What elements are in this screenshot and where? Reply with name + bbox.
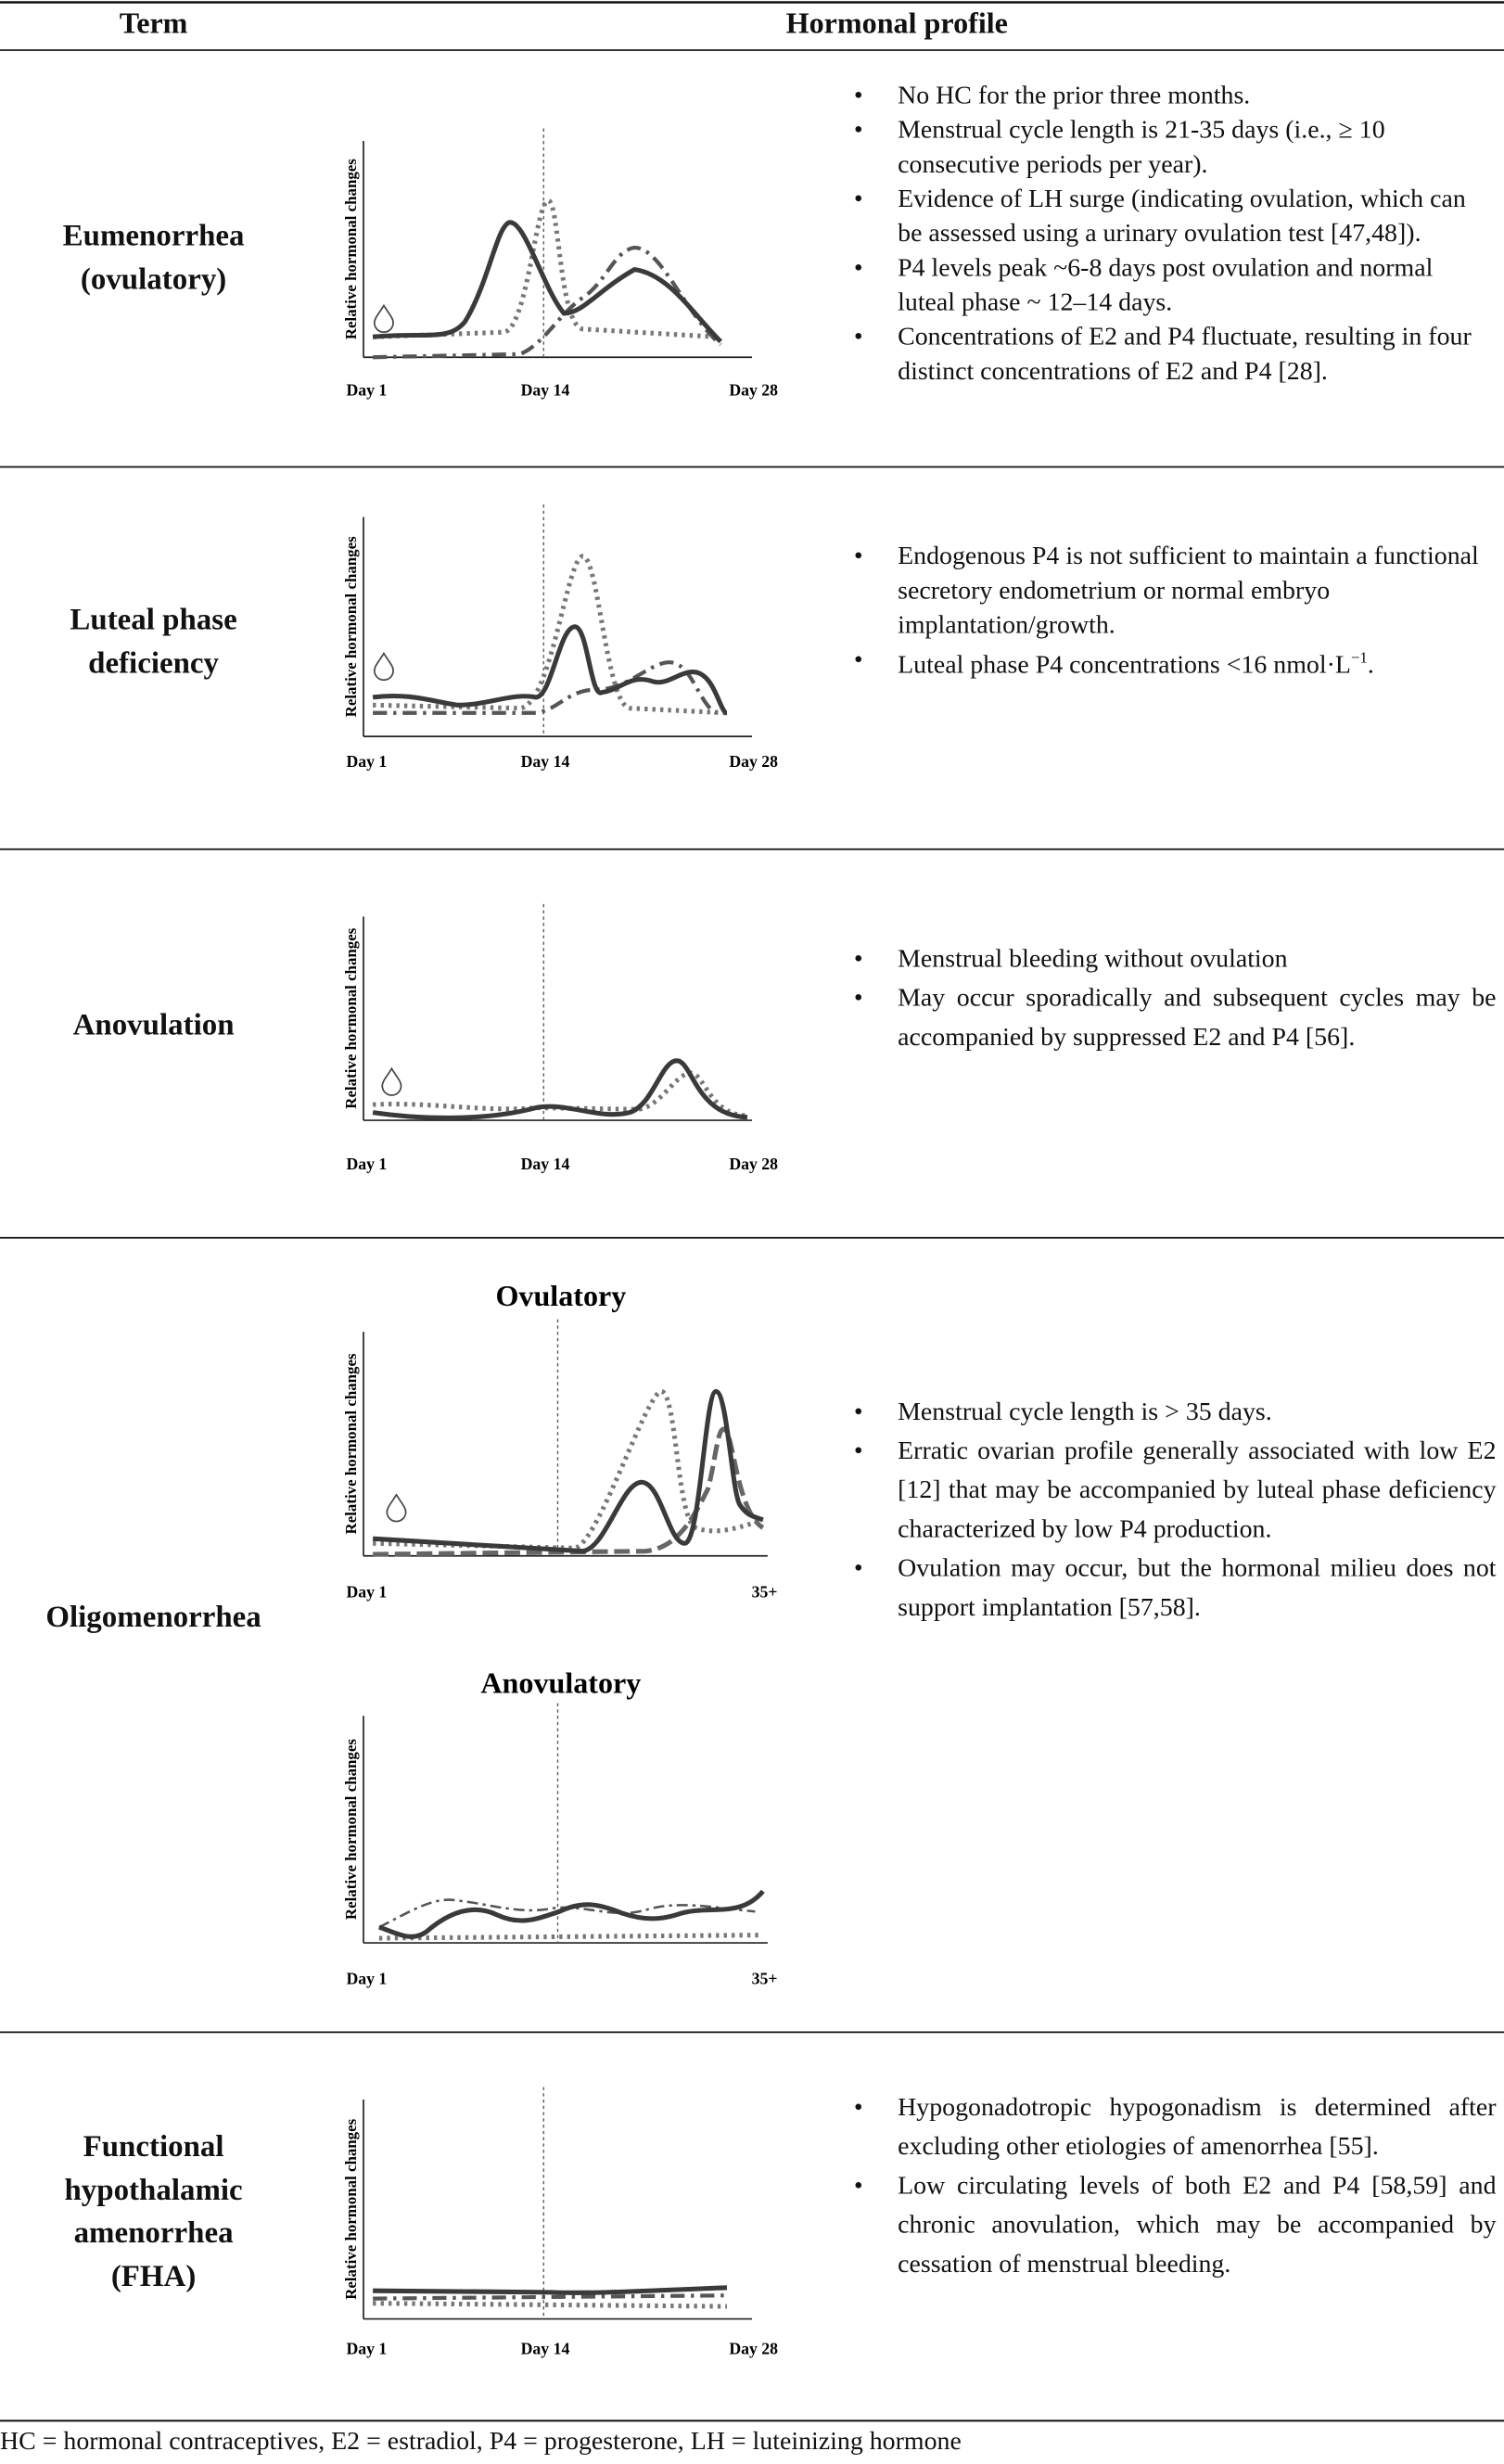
y-axis-label: Relative hormonal changes — [342, 1739, 360, 1920]
term-cell: Luteal phase deficiency — [0, 599, 307, 685]
term-line: deficiency — [88, 646, 220, 681]
hormone-curve — [373, 554, 728, 716]
bullet-item: Menstrual cycle length is > 35 days. — [854, 1391, 1497, 1430]
term-line: Anovulation — [72, 1009, 235, 1042]
hormone-curve — [372, 624, 729, 716]
x-tick-label: Day 1 — [346, 1582, 387, 1601]
x-tick-label: Day 28 — [729, 752, 778, 771]
term-line: Eumenorrhea — [62, 220, 245, 253]
term-line: Luteal phase — [70, 604, 237, 637]
x-tick-label: Day 1 — [346, 1970, 387, 1988]
hormone-curve — [373, 2293, 727, 2301]
hormone-curve — [373, 198, 717, 339]
y-axis-label: Relative hormonal changes — [342, 1353, 360, 1534]
x-tick-label: Day 1 — [346, 752, 387, 771]
y-axis-label: Relative hormonal changes — [342, 159, 360, 339]
x-tick-label: Day 28 — [729, 380, 778, 399]
drop-icon — [381, 1066, 402, 1096]
bullet-item: Luteal phase P4 concentrations <16 nmol·… — [854, 643, 1497, 683]
bullet-item: No HC for the prior three months. — [854, 78, 1497, 112]
curves — [372, 1058, 748, 1120]
hormone-curve — [372, 1070, 748, 1118]
bullet-list: Endogenous P4 is not sufficient to maint… — [854, 539, 1497, 683]
x-tick-label: Day 14 — [521, 380, 570, 399]
header-cell: Hormonal profile — [785, 7, 1008, 41]
bullet-list: No HC for the prior three months.Menstru… — [854, 78, 1497, 389]
hormone-curve — [373, 2301, 727, 2309]
hormone-curve — [373, 660, 718, 715]
footnote: HC = hormonal contraceptives, E2 = estra… — [0, 2425, 962, 2456]
header-cell: Term — [119, 7, 188, 41]
term-line: (ovulatory) — [80, 262, 227, 297]
x-tick-label: Day 1 — [346, 2339, 387, 2357]
bullet-item: May occur sporadically and subsequent cy… — [854, 977, 1497, 1055]
drop-icon — [386, 1493, 407, 1523]
hormone-curve — [372, 1388, 764, 1554]
bullet-item: Endogenous P4 is not sufficient to maint… — [854, 539, 1497, 643]
x-tick-label: Day 14 — [521, 2339, 570, 2357]
x-tick-label: 35+ — [752, 1582, 778, 1601]
bullet-list: Menstrual bleeding without ovulationMay … — [854, 938, 1497, 1056]
hormone-curve — [372, 220, 722, 344]
panel-title: Anovulatory — [480, 1666, 641, 1699]
x-tick-label: Day 14 — [521, 752, 570, 771]
bullet-item: Ovulation may occur, but the hormonal mi… — [854, 1548, 1497, 1626]
bullet-item: Hypogonadotropic hypogonadism is determi… — [854, 2087, 1497, 2165]
bullet-item: Evidence of LH surge (indicating ovulati… — [854, 182, 1497, 250]
term-line: (FHA) — [110, 2260, 197, 2293]
hormone-curve — [373, 1388, 764, 1551]
bullet-item: Menstrual cycle length is 21-35 days (i.… — [854, 113, 1497, 182]
bullet-item: Low circulating levels of both E2 and P4… — [854, 2165, 1497, 2283]
term-line: amenorrhea — [73, 2216, 234, 2251]
hormone-curve — [372, 1058, 748, 1120]
curves — [372, 198, 722, 360]
bullet-item: Erratic ovarian profile generally associ… — [854, 1431, 1497, 1549]
y-axis-label: Relative hormonal changes — [342, 536, 360, 717]
superscript: −1 — [1350, 650, 1368, 668]
curves — [378, 1889, 765, 1941]
x-tick-label: 35+ — [752, 1970, 778, 1988]
bullet-item: Menstrual bleeding without ovulation — [854, 938, 1497, 977]
x-tick-label: Day 28 — [729, 2339, 778, 2357]
bullet-item: Concentrations of E2 and P4 fluctuate, r… — [854, 320, 1497, 389]
x-tick-label: Day 14 — [521, 1155, 570, 1173]
term-cell: Oligomenorrhea — [0, 1597, 307, 1640]
bullet-list: Hypogonadotropic hypogonadism is determi… — [854, 2087, 1497, 2283]
bullet-list: Menstrual cycle length is > 35 days.Erra… — [854, 1391, 1497, 1626]
x-tick-label: Day 28 — [729, 1155, 778, 1173]
term-line: Oligomenorrhea — [45, 1602, 261, 1635]
bullet-text: . — [1367, 649, 1374, 680]
term-line: hypothalamic — [64, 2174, 243, 2207]
hormone-curve — [378, 1933, 763, 1941]
curves — [373, 2285, 728, 2309]
term-cell: Eumenorrhea (ovulatory) — [0, 215, 307, 301]
y-axis-label: Relative hormonal changes — [342, 927, 360, 1108]
hormone-curve — [373, 245, 722, 360]
hormone-curve — [373, 2285, 728, 2295]
term-cell: Anovulation — [0, 1004, 307, 1047]
panel-title: Ovulatory — [495, 1279, 626, 1312]
hormone-curve — [378, 1889, 765, 1939]
term-cell: Functional hypothalamic amenorrhea (FHA) — [0, 2126, 307, 2299]
drop-icon — [373, 651, 394, 682]
curves — [372, 554, 729, 716]
term-line: Functional — [83, 2130, 224, 2164]
x-tick-label: Day 1 — [346, 380, 387, 399]
y-axis-label: Relative hormonal changes — [342, 2118, 360, 2299]
bullet-item: P4 levels peak ~6-8 days post ovulation … — [854, 250, 1497, 319]
x-tick-label: Day 1 — [346, 1155, 387, 1173]
curves — [372, 1388, 765, 1557]
drop-icon — [373, 303, 394, 333]
bullet-text: Luteal phase P4 concentrations <16 nmol·… — [898, 649, 1351, 680]
